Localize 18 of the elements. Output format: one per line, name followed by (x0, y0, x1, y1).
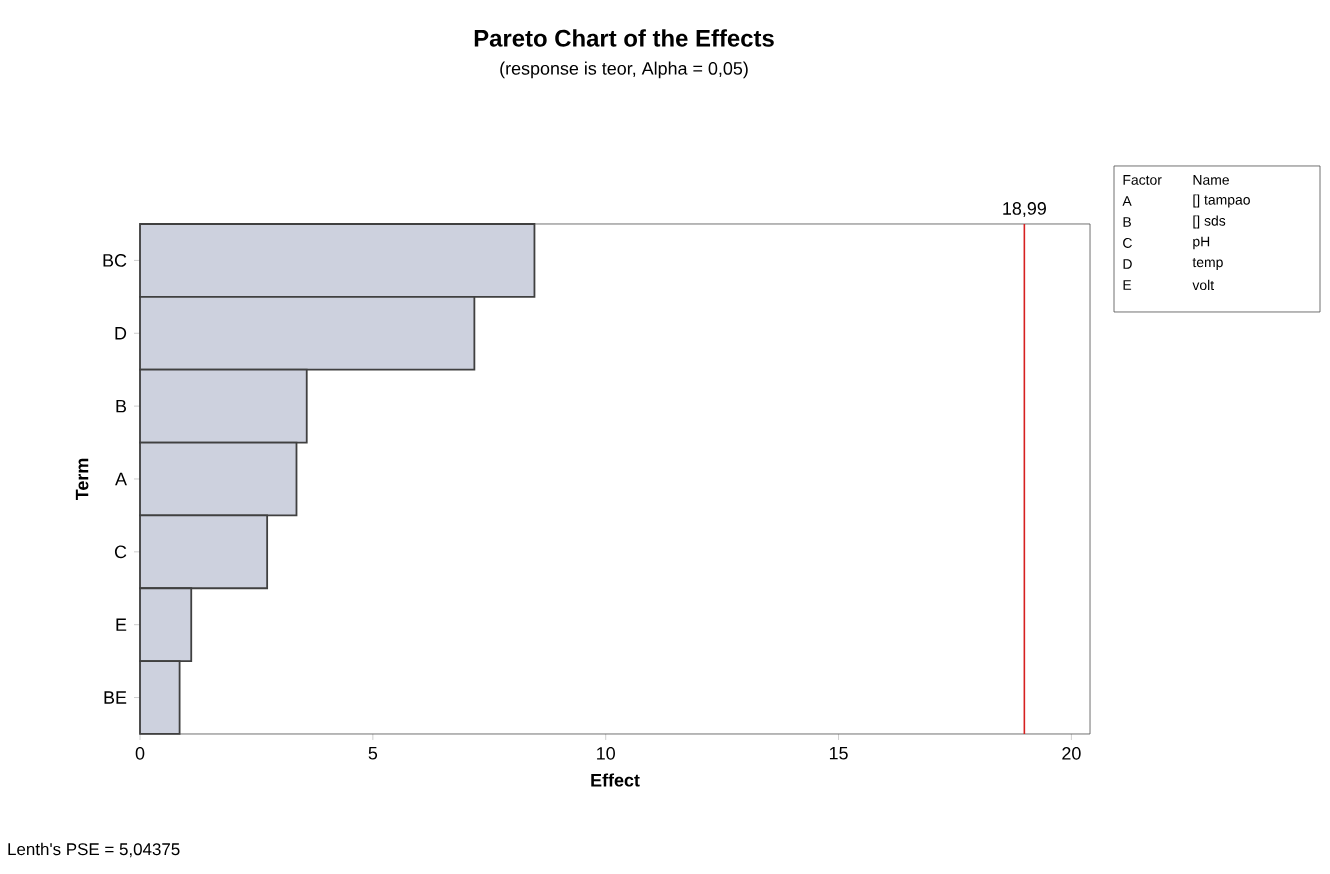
y-tick-label: BE (104, 691, 127, 704)
ref-line-label: 18,99 (1003, 202, 1046, 217)
y-axis-title: Term (75, 458, 89, 501)
x-tick-label: 10 (597, 747, 615, 760)
chart-title: Pareto Chart of the Effects (474, 29, 774, 47)
x-tick-label: 0 (135, 747, 145, 760)
y-tick-label: B (116, 399, 127, 413)
x-axis-title: Effect (591, 773, 640, 787)
text: Lenth's PSE = 5,04375 (8, 842, 180, 858)
y-tick-label: BC (103, 254, 127, 267)
y-tick-label: E (116, 618, 127, 631)
y-tick-label: D (115, 327, 127, 340)
x-tick-label: 15 (829, 747, 848, 760)
chart-subtitle: (response is teor, Alpha = 0,05) (500, 61, 748, 79)
y-tick-label: A (115, 472, 127, 486)
x-tick-label: 20 (1062, 747, 1081, 760)
x-tick-label: 5 (368, 747, 378, 760)
y-tick-label: C (114, 545, 127, 559)
